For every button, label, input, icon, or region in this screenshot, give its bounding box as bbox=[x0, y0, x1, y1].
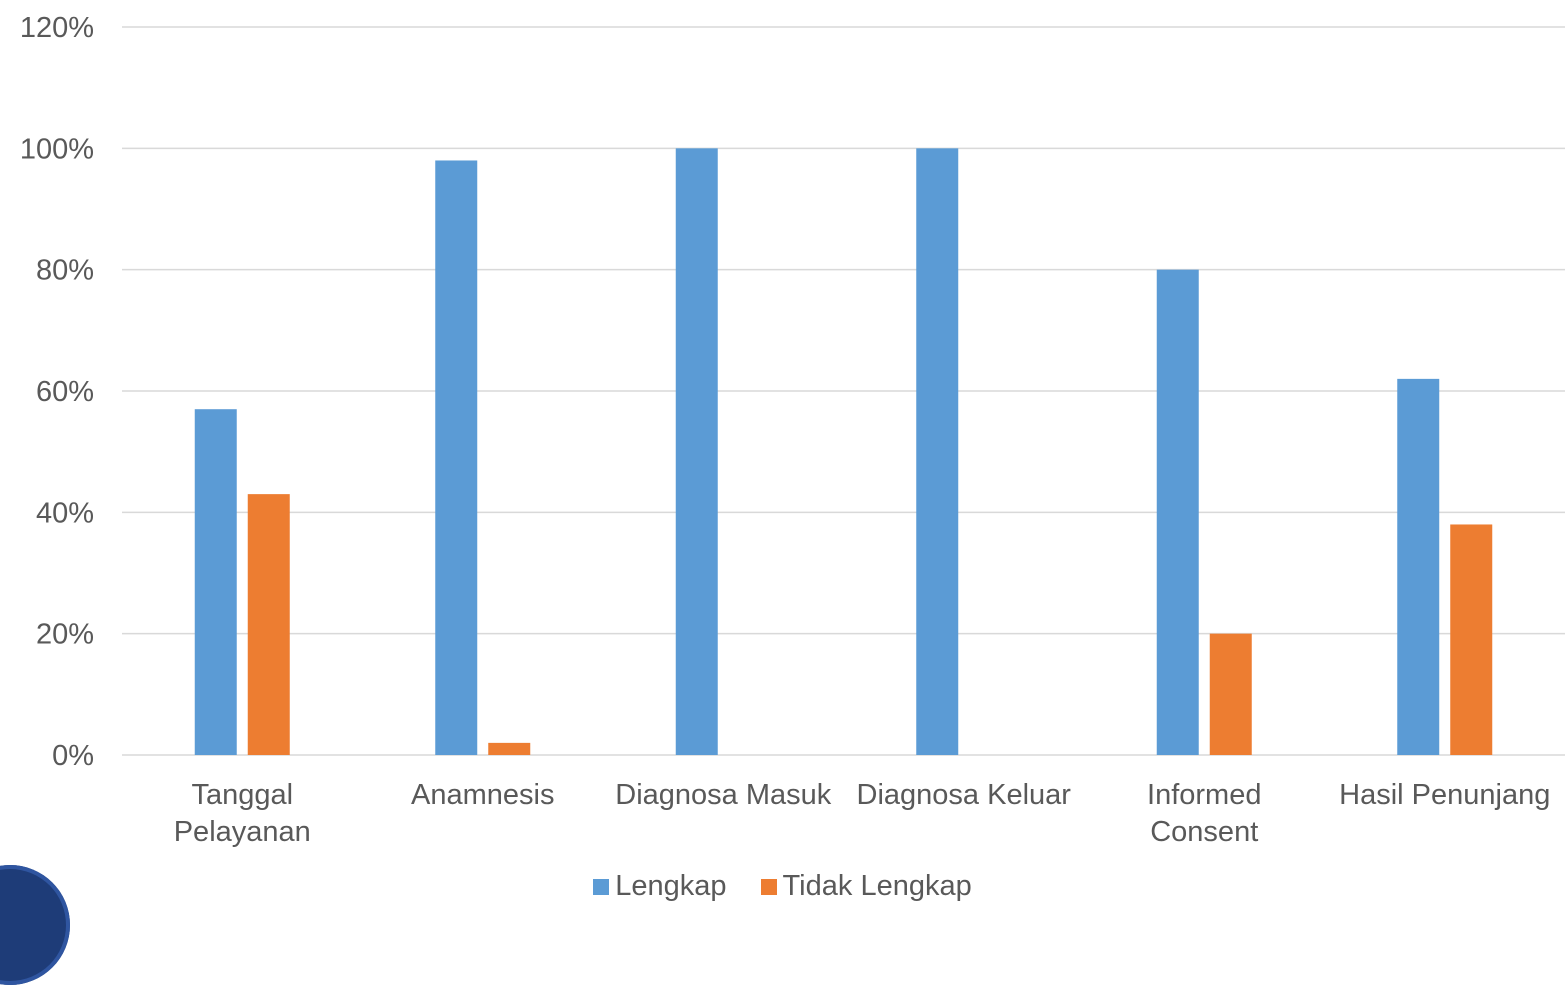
legend-item-tidak-lengkap: Tidak Lengkap bbox=[760, 870, 972, 903]
y-tick-label: 20% bbox=[36, 619, 94, 651]
y-tick-label: 40% bbox=[36, 497, 94, 529]
y-tick-label: 60% bbox=[36, 376, 94, 408]
y-tick-label: 120% bbox=[20, 12, 94, 44]
x-tick-label: Hasil Penunjang bbox=[1339, 779, 1550, 811]
bar-tidak-lengkap bbox=[488, 742, 531, 755]
legend-label-lengkap: Lengkap bbox=[615, 870, 727, 902]
bar-tidak-lengkap bbox=[1450, 524, 1493, 755]
bar-lengkap bbox=[435, 160, 478, 755]
bar-tidak-lengkap bbox=[1209, 633, 1252, 755]
bar-tidak-lengkap bbox=[247, 494, 290, 755]
bars bbox=[194, 148, 1493, 756]
legend-label-tidak-lengkap: Tidak Lengkap bbox=[782, 870, 972, 902]
x-axis: Tanggal Pelayanan Anamnesis Diagnosa Masuk D… bbox=[174, 779, 1551, 848]
bar-lengkap bbox=[1156, 269, 1199, 755]
y-tick-label: 0% bbox=[52, 740, 94, 772]
x-tick-label: Anamnesis bbox=[411, 779, 554, 811]
bar-chart: 0% 20% 40% 60% 80% 100% 120% Tanggal Pelayanan A… bbox=[20, 12, 1565, 848]
legend-swatch-tidak-lengkap bbox=[760, 878, 777, 895]
legend-item-lengkap: Lengkap bbox=[593, 870, 727, 903]
y-tick-label: 100% bbox=[20, 133, 94, 165]
legend: Lengkap Tidak Lengkap bbox=[0, 870, 1565, 903]
bar-lengkap bbox=[675, 148, 718, 756]
x-tick-label: Tanggal Pelayanan bbox=[174, 779, 311, 848]
gridlines bbox=[122, 26, 1565, 756]
x-tick-label: Informed Consent bbox=[1147, 779, 1261, 848]
legend-swatch-lengkap bbox=[593, 878, 610, 895]
x-tick-label: Diagnosa Keluar bbox=[857, 779, 1072, 811]
y-axis: 0% 20% 40% 60% 80% 100% 120% bbox=[20, 12, 94, 772]
x-tick-label: Diagnosa Masuk bbox=[615, 779, 831, 811]
bar-lengkap bbox=[916, 148, 959, 756]
y-tick-label: 80% bbox=[36, 255, 94, 287]
bar-lengkap bbox=[1397, 378, 1440, 755]
bar-lengkap bbox=[194, 409, 237, 755]
